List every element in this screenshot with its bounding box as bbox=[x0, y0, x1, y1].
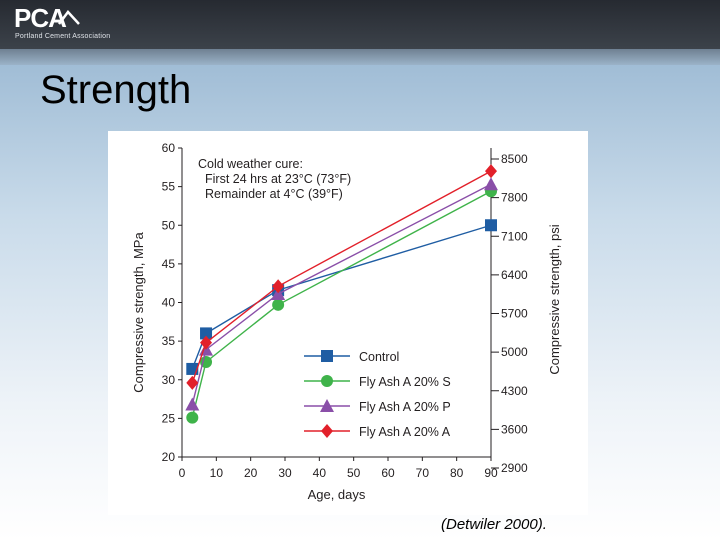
square-marker bbox=[200, 327, 213, 340]
header-bar: PCA Portland Cement Association bbox=[0, 0, 720, 49]
y-tick-label: 25 bbox=[162, 411, 176, 425]
circle-marker bbox=[321, 375, 333, 387]
y2-tick-label: 8500 bbox=[501, 152, 528, 166]
y-tick-label: 40 bbox=[162, 296, 176, 310]
logo-swoosh-icon bbox=[58, 10, 80, 25]
diamond-marker bbox=[321, 424, 333, 438]
cure-annotation-line: Remainder at 4°C (39°F) bbox=[205, 187, 343, 201]
x-tick-label: 80 bbox=[450, 466, 464, 480]
legend-label: Fly Ash A 20% A bbox=[359, 425, 451, 439]
x-tick-label: 30 bbox=[278, 466, 292, 480]
x-tick-label: 40 bbox=[313, 466, 327, 480]
logo-subtitle: Portland Cement Association bbox=[15, 33, 111, 40]
y-tick-label: 30 bbox=[162, 373, 176, 387]
square-marker bbox=[485, 219, 497, 232]
series-line bbox=[191, 170, 492, 384]
pca-logo: PCA bbox=[14, 3, 67, 33]
y-tick-label: 20 bbox=[162, 450, 176, 464]
triangle-marker bbox=[185, 397, 200, 411]
diamond-marker bbox=[485, 164, 497, 179]
x-tick-label: 90 bbox=[484, 466, 498, 480]
series-line bbox=[191, 224, 492, 370]
citation: (Detwiler 2000). bbox=[441, 516, 547, 533]
x-axis-label: Age, days bbox=[308, 487, 366, 502]
slide-title: Strength bbox=[40, 68, 192, 112]
y-tick-label: 55 bbox=[162, 180, 176, 194]
legend-label: Fly Ash A 20% P bbox=[359, 400, 451, 414]
cure-annotation-line: First 24 hrs at 23°C (73°F) bbox=[205, 172, 351, 186]
triangle-marker bbox=[271, 287, 286, 301]
triangle-marker bbox=[320, 399, 334, 412]
series-line bbox=[191, 183, 492, 405]
x-tick-label: 20 bbox=[244, 466, 258, 480]
y2-tick-label: 6400 bbox=[501, 268, 528, 282]
chart-panel: 20 25 30 35 40 45 50 55 60 2900 3600 4300 5000 5700 64… bbox=[108, 131, 588, 515]
y2-tick-label: 5000 bbox=[501, 345, 528, 359]
x-tick-label: 50 bbox=[347, 466, 361, 480]
diamond-marker bbox=[186, 375, 199, 390]
y-tick-label: 50 bbox=[162, 218, 176, 232]
triangle-marker bbox=[484, 177, 498, 191]
y-tick-label: 45 bbox=[162, 257, 176, 271]
y2-axis-label: Compressive strength, psi bbox=[547, 224, 562, 374]
square-marker bbox=[321, 350, 333, 362]
x-tick-label: 10 bbox=[210, 466, 224, 480]
circle-marker bbox=[272, 298, 285, 311]
series-line bbox=[191, 190, 492, 418]
x-tick-label: 0 bbox=[179, 466, 186, 480]
y2-tick-label: 2900 bbox=[501, 461, 528, 475]
y-axis-label: Compressive strength, MPa bbox=[131, 232, 146, 393]
legend-label: Control bbox=[359, 350, 399, 364]
legend-label: Fly Ash A 20% S bbox=[359, 375, 451, 389]
cure-annotation-line: Cold weather cure: bbox=[198, 157, 303, 171]
y2-tick-label: 7800 bbox=[501, 191, 528, 205]
diamond-marker bbox=[200, 335, 213, 350]
y-tick-label: 60 bbox=[162, 141, 176, 155]
circle-marker bbox=[186, 411, 199, 424]
y2-tick-label: 7100 bbox=[501, 229, 528, 243]
header-band bbox=[0, 49, 720, 65]
y2-tick-label: 3600 bbox=[501, 422, 528, 436]
y2-tick-label: 5700 bbox=[501, 307, 528, 321]
y2-tick-label: 4300 bbox=[501, 384, 528, 398]
x-tick-label: 70 bbox=[416, 466, 430, 480]
strength-chart: 20 25 30 35 40 45 50 55 60 2900 3600 4300 5000 5700 64… bbox=[131, 141, 562, 502]
diamond-marker bbox=[272, 279, 285, 294]
x-tick-label: 60 bbox=[381, 466, 395, 480]
y-tick-label: 35 bbox=[162, 334, 176, 348]
